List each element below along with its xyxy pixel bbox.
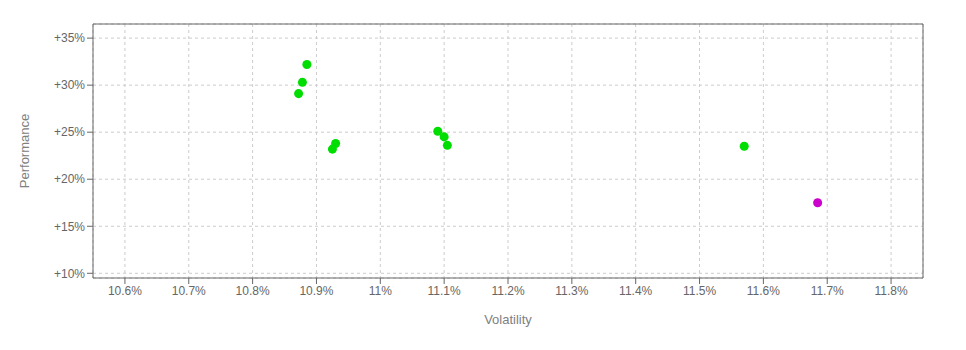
svg-text:11.3%: 11.3%	[555, 284, 588, 298]
svg-text:Volatility: Volatility	[484, 312, 532, 327]
svg-text:11.5%: 11.5%	[683, 284, 716, 298]
svg-text:10.6%: 10.6%	[108, 284, 142, 298]
svg-text:11.4%: 11.4%	[619, 284, 652, 298]
svg-text:+25%: +25%	[54, 125, 85, 139]
svg-text:+15%: +15%	[54, 220, 85, 234]
svg-text:+35%: +35%	[54, 31, 85, 45]
svg-text:+30%: +30%	[54, 78, 85, 92]
svg-text:11.7%: 11.7%	[811, 284, 844, 298]
svg-text:11.1%: 11.1%	[428, 284, 461, 298]
svg-text:10.8%: 10.8%	[236, 284, 270, 298]
svg-text:+10%: +10%	[54, 267, 85, 281]
svg-text:+20%: +20%	[54, 172, 85, 186]
svg-text:11%: 11%	[369, 284, 392, 298]
svg-text:11.2%: 11.2%	[491, 284, 524, 298]
svg-text:11.8%: 11.8%	[875, 284, 908, 298]
svg-text:10.7%: 10.7%	[172, 284, 206, 298]
svg-text:10.9%: 10.9%	[299, 284, 333, 298]
svg-text:Performance: Performance	[17, 114, 32, 188]
svg-text:11.6%: 11.6%	[747, 284, 780, 298]
